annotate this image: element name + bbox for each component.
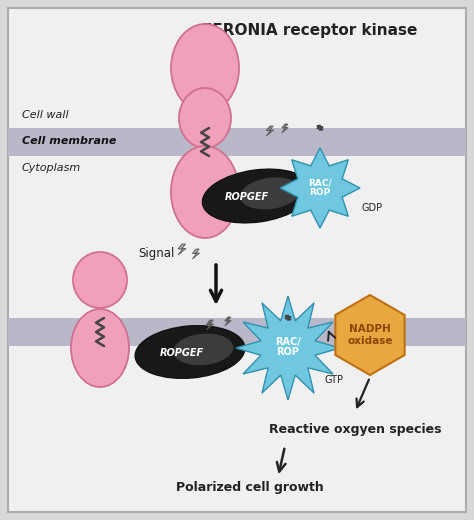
Ellipse shape [173,334,233,365]
Text: RAC/
ROP: RAC/ ROP [275,336,301,357]
Polygon shape [280,148,360,228]
Polygon shape [206,320,214,330]
FancyBboxPatch shape [8,8,466,512]
FancyBboxPatch shape [8,128,466,156]
Ellipse shape [171,146,239,238]
Polygon shape [178,244,186,255]
Ellipse shape [171,24,239,112]
Text: ROPGEF: ROPGEF [225,192,269,202]
Ellipse shape [179,88,231,148]
Polygon shape [266,126,273,136]
Ellipse shape [240,177,300,210]
Text: Cell membrane: Cell membrane [22,136,117,146]
Text: Reactive oxgyen species: Reactive oxgyen species [269,423,441,436]
Text: ROPGEF: ROPGEF [160,348,204,358]
Text: FERONIA receptor kinase: FERONIA receptor kinase [202,22,418,37]
Text: NADPH
oxidase: NADPH oxidase [347,324,393,346]
Polygon shape [225,317,231,326]
Polygon shape [336,295,405,375]
Text: Polarized cell growth: Polarized cell growth [176,480,324,493]
Text: Cell wall: Cell wall [22,110,69,120]
Ellipse shape [71,309,129,387]
Text: Signal: Signal [138,246,175,259]
Ellipse shape [202,169,311,223]
Text: GDP: GDP [362,203,383,213]
Ellipse shape [73,252,127,308]
Polygon shape [192,249,200,259]
Ellipse shape [135,326,245,379]
Polygon shape [236,296,340,400]
Text: RAC/
ROP: RAC/ ROP [308,179,332,198]
Text: Cytoplasm: Cytoplasm [22,163,81,173]
Polygon shape [282,124,288,133]
FancyBboxPatch shape [8,318,466,346]
Text: GTP: GTP [325,375,344,385]
